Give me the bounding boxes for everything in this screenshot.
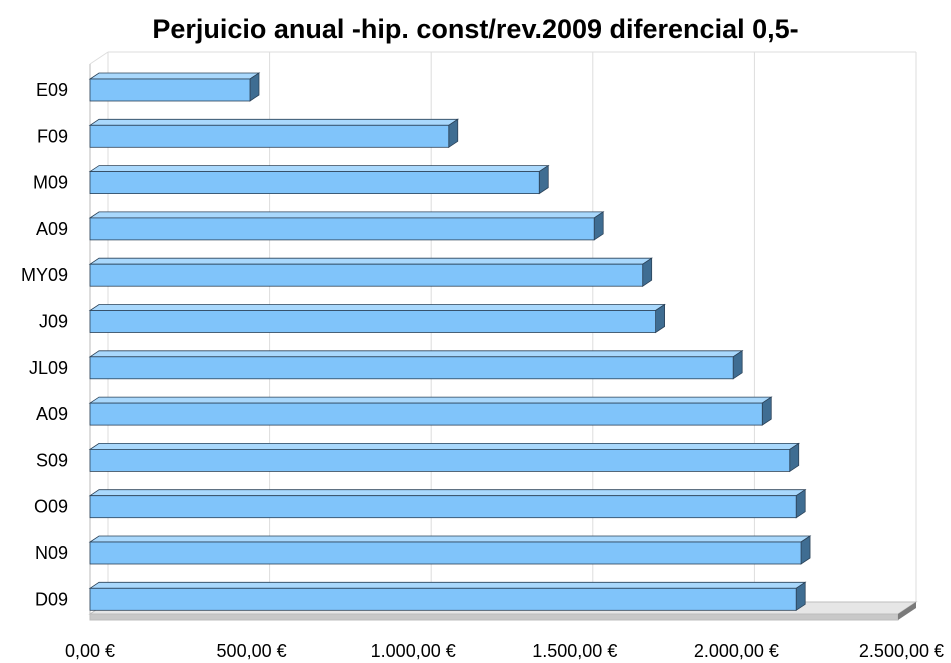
bar-front: [89, 448, 791, 472]
x-tick-label: 1.000,00 €: [371, 641, 456, 661]
bar-front: [89, 541, 802, 565]
bars: [88, 72, 812, 612]
bar: [88, 535, 812, 565]
bar: [88, 118, 460, 149]
bar-front: [89, 263, 644, 287]
bar-front: [89, 310, 656, 333]
category-label: E09: [36, 80, 68, 100]
x-tick-label: 1.500,00 €: [532, 641, 617, 661]
bar: [88, 396, 773, 426]
bar: [88, 581, 807, 612]
floor-front: [89, 613, 899, 621]
bar-top: [88, 211, 605, 219]
chart-title: Perjuicio anual -hip. const/rev.2009 dif…: [152, 14, 799, 44]
bar-top: [88, 396, 773, 404]
bar-top: [88, 535, 812, 543]
bar-top: [88, 350, 744, 358]
bar-top: [88, 442, 801, 450]
bar: [88, 488, 807, 519]
category-label: A09: [36, 219, 68, 239]
bar-front: [89, 402, 763, 426]
bar-top: [88, 257, 653, 265]
bar: [88, 72, 261, 102]
category-label: M09: [33, 173, 68, 193]
bar-top: [88, 165, 550, 173]
bar-top: [88, 72, 261, 80]
category-label: N09: [35, 543, 68, 563]
bar: [88, 164, 550, 195]
category-label: J09: [39, 312, 68, 332]
x-tick-label: 0,00 €: [65, 641, 115, 661]
bar-top: [88, 581, 807, 589]
bar-front: [89, 495, 797, 519]
category-label: S09: [36, 450, 68, 470]
bar-top: [88, 118, 460, 126]
bar-front: [89, 217, 595, 241]
bar-front: [89, 124, 450, 148]
side-wall-edge: [89, 51, 109, 65]
category-label: A09: [36, 404, 68, 424]
category-label: JL09: [29, 358, 68, 378]
bar: [88, 257, 653, 287]
category-label: D09: [35, 589, 68, 609]
category-label: O09: [34, 497, 68, 517]
bar: [88, 350, 744, 380]
bar: [88, 303, 666, 334]
bar-front: [89, 587, 797, 611]
bar-front: [89, 78, 251, 102]
x-tick-label: 500,00 €: [217, 641, 287, 661]
bar-front: [89, 356, 734, 380]
floor-side: [898, 602, 916, 620]
category-label: F09: [37, 126, 68, 146]
bar: [88, 442, 801, 473]
bar-top: [88, 304, 666, 311]
bar: [88, 211, 605, 241]
category-labels: E09 F09 M09 A09 MY09 J09 JL09 A09 S09 O09 N09 D09: [21, 80, 68, 609]
x-tick-label: 2.000,00 €: [694, 641, 779, 661]
bar-front: [89, 171, 540, 195]
bar-top: [88, 489, 807, 497]
category-label: MY09: [21, 265, 68, 285]
x-axis-labels: 0,00 € 500,00 € 1.000,00 € 1.500,00 € 2.000,…: [65, 641, 944, 661]
x-tick-label: 2.500,00 €: [859, 641, 944, 661]
